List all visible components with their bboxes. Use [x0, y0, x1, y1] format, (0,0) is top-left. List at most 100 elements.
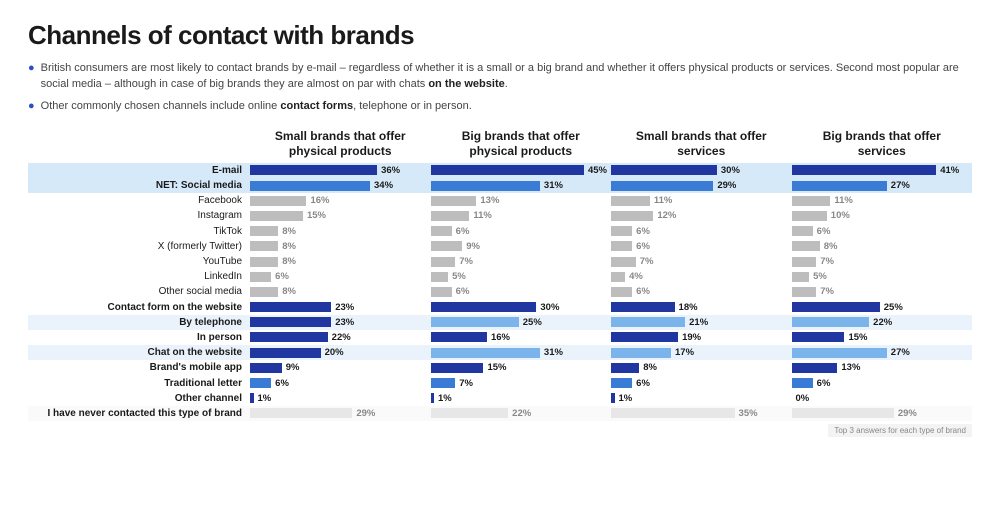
bar: [250, 257, 278, 267]
bar-value: 6%: [636, 241, 650, 252]
bar-cell: 11%: [611, 195, 792, 206]
row-label: YouTube: [28, 256, 250, 267]
bar-value: 8%: [282, 226, 296, 237]
bar: [611, 317, 685, 327]
bar-cell: 0%: [792, 393, 973, 404]
bar-cell: 13%: [431, 195, 612, 206]
bar-cell: 7%: [792, 286, 973, 297]
bar-cell: 11%: [431, 210, 612, 221]
data-row: TikTok 8% 6% 6% 6%: [28, 224, 972, 239]
bar-value: 8%: [643, 362, 657, 373]
row-label: TikTok: [28, 226, 250, 237]
bar-cell: 22%: [250, 332, 431, 343]
bar: [792, 348, 887, 358]
bar-cell: 34%: [250, 180, 431, 191]
bar: [250, 181, 370, 191]
bar: [611, 348, 671, 358]
data-row: Contact form on the website23%30%18%25%: [28, 300, 972, 315]
bar: [250, 393, 254, 403]
bar: [792, 165, 937, 175]
bar: [431, 378, 456, 388]
bar-value: 15%: [848, 332, 867, 343]
bar-value: 6%: [456, 286, 470, 297]
bar-value: 11%: [654, 195, 673, 206]
bar-cell: 15%: [792, 332, 973, 343]
bar-value: 6%: [456, 226, 470, 237]
bar-cell: 23%: [250, 317, 431, 328]
bar-cell: 35%: [611, 408, 792, 419]
bar-value: 6%: [636, 286, 650, 297]
bar: [431, 272, 449, 282]
bar: [250, 378, 271, 388]
bar-value: 15%: [307, 210, 326, 221]
bar-cell: 31%: [431, 180, 612, 191]
bar-cell: 8%: [250, 226, 431, 237]
row-label: Other social media: [28, 286, 250, 297]
bar: [611, 363, 639, 373]
bar-value: 7%: [820, 256, 834, 267]
bar: [431, 302, 537, 312]
bar: [611, 272, 625, 282]
bar-value: 17%: [675, 347, 694, 358]
bar: [611, 302, 675, 312]
bar-value: 6%: [817, 226, 831, 237]
data-row: Instagram15%11%12%10%: [28, 208, 972, 223]
bar-value: 35%: [739, 408, 758, 419]
bar: [250, 226, 278, 236]
bar: [792, 181, 887, 191]
bar-value: 11%: [834, 195, 853, 206]
bar-value: 34%: [374, 180, 393, 191]
bar-cell: 6%: [611, 241, 792, 252]
bar-cell: 16%: [431, 332, 612, 343]
bar-value: 11%: [473, 210, 492, 221]
bar-cell: 21%: [611, 317, 792, 328]
bar: [431, 287, 452, 297]
bar: [792, 363, 838, 373]
column-header: Big brands that offer physical products: [431, 129, 612, 159]
row-label: Brand's mobile app: [28, 362, 250, 373]
bar: [611, 378, 632, 388]
bar-cell: 17%: [611, 347, 792, 358]
bar-value: 29%: [717, 180, 736, 191]
bar-value: 6%: [636, 226, 650, 237]
bar-value: 8%: [282, 286, 296, 297]
bar-value: 7%: [459, 378, 473, 389]
bar: [431, 257, 456, 267]
bar-value: 22%: [512, 408, 531, 419]
row-label: X (formerly Twitter): [28, 241, 250, 252]
bar-value: 5%: [452, 271, 466, 282]
bar-value: 20%: [325, 347, 344, 358]
bar: [250, 302, 331, 312]
bar: [611, 181, 713, 191]
data-row: Chat on the website20%31%17%27%: [28, 345, 972, 360]
data-row: Brand's mobile app9%15%8%13%: [28, 360, 972, 375]
bullet-list: ●British consumers are most likely to co…: [28, 61, 972, 115]
row-label: Traditional letter: [28, 378, 250, 389]
bar-cell: 5%: [431, 271, 612, 282]
bar: [431, 181, 540, 191]
bar-cell: 27%: [792, 347, 973, 358]
column-header: Small brands that offer services: [611, 129, 792, 159]
bar-cell: 13%: [792, 362, 973, 373]
bar-value: 25%: [523, 317, 542, 328]
bar-value: 31%: [544, 347, 563, 358]
bar-cell: 27%: [792, 180, 973, 191]
data-row: I have never contacted this type of bran…: [28, 406, 972, 421]
page-title: Channels of contact with brands: [28, 20, 972, 51]
data-row: Other channel1%1%1%0%: [28, 391, 972, 406]
bar: [792, 196, 831, 206]
bar-cell: 10%: [792, 210, 973, 221]
bar-cell: 6%: [431, 226, 612, 237]
bar: [611, 257, 636, 267]
bar-cell: 1%: [250, 393, 431, 404]
bar: [611, 408, 735, 418]
bar-cell: 8%: [250, 286, 431, 297]
bar-value: 15%: [487, 362, 506, 373]
data-row: By telephone23%25%21%22%: [28, 315, 972, 330]
bar: [250, 211, 303, 221]
chart-container: Small brands that offer physical product…: [28, 129, 972, 421]
bar-cell: 31%: [431, 347, 612, 358]
bar: [611, 226, 632, 236]
bar-cell: 6%: [792, 226, 973, 237]
bar-cell: 7%: [611, 256, 792, 267]
